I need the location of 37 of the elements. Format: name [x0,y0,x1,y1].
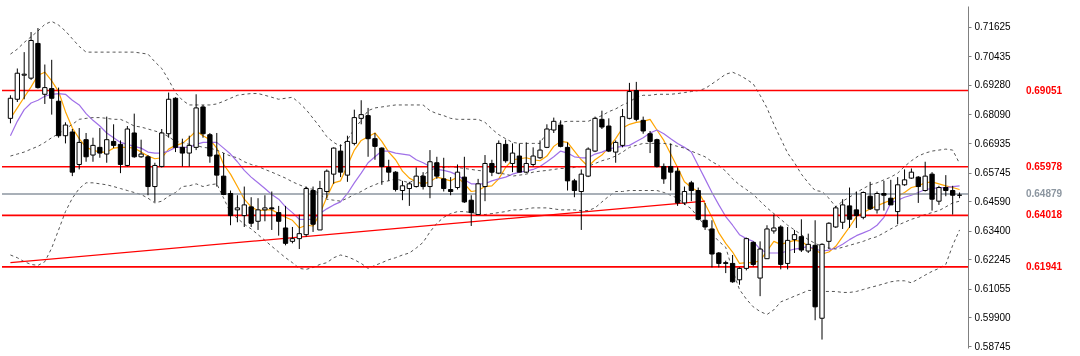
candlestick [846,187,853,229]
y-tick-label: 0.71625 [974,21,1012,33]
ref-line-label: 0.65978 [1025,160,1063,172]
candlestick [337,143,344,178]
y-tick-label: 0.69280 [974,79,1012,91]
ref-line-label: 0.64879 [1025,188,1063,200]
y-tick-label: 0.64590 [974,195,1012,207]
y-tick-label: 0.59900 [974,312,1012,323]
y-tick-label: 0.63400 [974,225,1012,237]
y-tick-label: 0.65745 [974,167,1012,179]
ref-line-label: 0.61941 [1025,260,1063,272]
candlestick [379,146,385,186]
y-tick-label: 0.68090 [974,108,1012,120]
y-tick-label: 0.62245 [974,253,1012,265]
ref-line-label: 0.64018 [1025,209,1063,221]
line-series [9,182,961,316]
line-series [9,20,961,208]
y-tick-label: 0.66935 [974,137,1012,149]
candlestick [399,180,406,201]
candlestick [681,186,688,206]
candlestick [282,205,289,246]
candlestick [791,229,798,254]
candlestick [702,202,708,231]
candlestick [276,205,282,237]
y-tick-label: 0.70435 [974,50,1012,62]
candlestick [454,163,461,191]
y-tick-label: 0.58745 [974,340,1012,352]
candlestick [62,121,69,144]
candlestick [227,190,234,226]
candlestick [447,176,454,196]
ref-line-label: 0.69051 [1025,84,1063,96]
candlestick [117,139,124,174]
candlestick [7,94,14,124]
line-series [9,117,961,250]
candlestick [509,142,516,173]
y-tick-label: 0.61055 [974,283,1012,295]
candlestick [441,157,447,193]
